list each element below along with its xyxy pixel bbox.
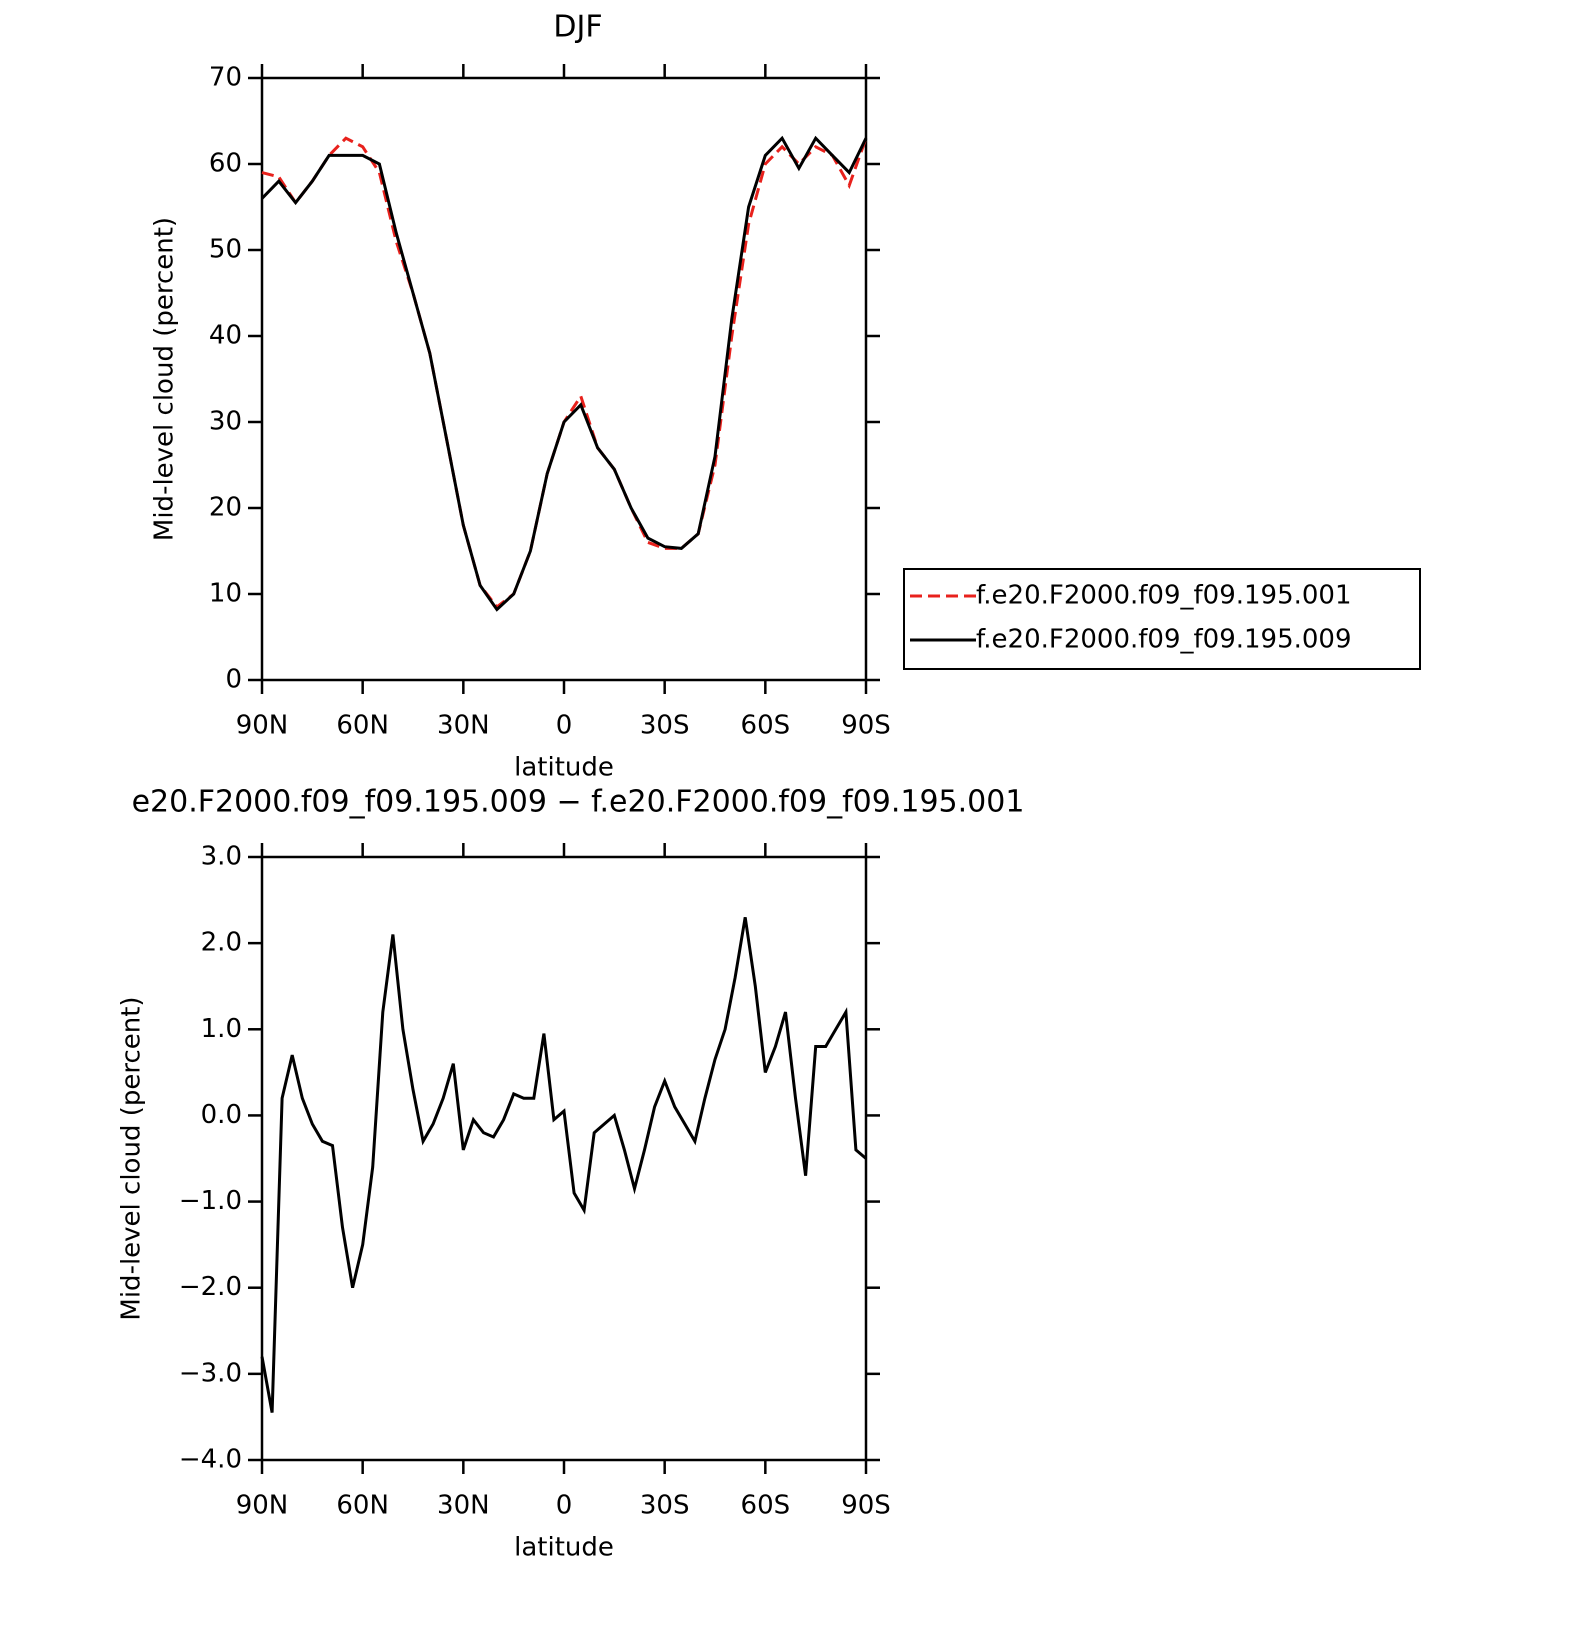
y-tick-label: 10	[209, 579, 242, 609]
y-tick-label: 20	[209, 493, 242, 523]
legend-label: f.e20.F2000.f09_f09.195.001	[976, 581, 1352, 611]
chart-title: e20.F2000.f09_f09.195.009 − f.e20.F2000.…	[132, 785, 1025, 820]
y-axis-label: Mid-level cloud (percent)	[150, 217, 180, 541]
y-tick-label: 0.0	[201, 1100, 242, 1130]
y-tick-label: 70	[209, 63, 242, 93]
x-tick-label: 0	[556, 711, 573, 741]
legend-label: f.e20.F2000.f09_f09.195.009	[976, 625, 1352, 655]
x-tick-label: 60S	[741, 711, 791, 741]
x-tick-label: 90S	[841, 711, 891, 741]
data-line	[260, 917, 867, 1413]
y-tick-label: 50	[209, 235, 242, 265]
y-tick-label: 40	[209, 321, 242, 351]
x-tick-label: 30S	[640, 711, 690, 741]
y-tick-label: 30	[209, 407, 242, 437]
x-tick-label: 90S	[841, 1491, 891, 1521]
plot-frame	[260, 855, 868, 1462]
x-tick-label: 30N	[437, 1491, 490, 1521]
x-tick-label: 30N	[437, 711, 490, 741]
y-tick-label: 0	[225, 665, 242, 695]
legend-box	[903, 568, 1421, 670]
x-tick-label: 60S	[741, 1491, 791, 1521]
y-tick-label: −3.0	[179, 1358, 242, 1388]
x-tick-label: 60N	[336, 1491, 389, 1521]
y-tick-label: 1.0	[201, 1014, 242, 1044]
y-tick-label: 3.0	[201, 842, 242, 872]
x-tick-label: 90N	[236, 711, 289, 741]
x-tick-label: 90N	[236, 1491, 289, 1521]
x-tick-label: 0	[556, 1491, 573, 1521]
chart-title: DJF	[553, 10, 602, 45]
x-axis-label: latitude	[514, 1533, 614, 1563]
y-tick-label: 2.0	[201, 928, 242, 958]
y-tick-label: −4.0	[179, 1445, 242, 1475]
y-tick-label: −1.0	[179, 1186, 242, 1216]
data-line	[261, 136, 868, 609]
plot-frame	[260, 76, 868, 682]
y-axis-label: Mid-level cloud (percent)	[117, 996, 147, 1320]
x-tick-label: 30S	[640, 1491, 690, 1521]
y-tick-label: −2.0	[179, 1272, 242, 1302]
x-tick-label: 60N	[336, 711, 389, 741]
y-tick-label: 60	[209, 149, 242, 179]
x-axis-label: latitude	[514, 753, 614, 783]
data-line	[260, 135, 868, 612]
